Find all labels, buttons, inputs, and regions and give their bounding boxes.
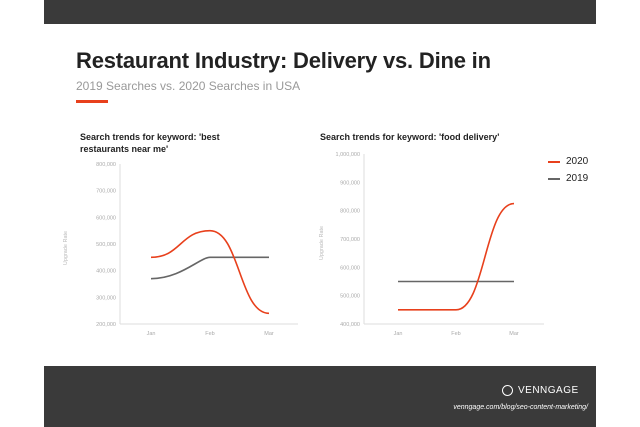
chart-1-ytick-label: 800,000 <box>96 162 116 168</box>
chart-1-title: Search trends for keyword: 'best restaur… <box>80 132 220 154</box>
chart-1-series-2019 <box>150 256 269 280</box>
chart-1-ytick-label: 700,000 <box>96 189 116 195</box>
chart-2-title: Search trends for keyword: 'food deliver… <box>320 132 500 142</box>
legend-item-2020: 2020 <box>548 156 588 167</box>
chart-2-xtick-label: Jan <box>394 331 403 337</box>
source-url[interactable]: venngage.com/blog/seo-content-marketing/ <box>453 404 588 411</box>
venngage-logo-icon <box>502 385 513 396</box>
chart-2-ytick-label: 700,000 <box>340 237 360 243</box>
chart-2-y-axis-label: Upgrade Rate <box>319 226 325 260</box>
chart-2-ytick-label: 1,000,000 <box>336 152 360 158</box>
title-accent-line <box>76 100 108 103</box>
page-subtitle: 2019 Searches vs. 2020 Searches in USA <box>76 79 301 93</box>
chart-1-series-2020 <box>150 229 270 315</box>
chart-1-xtick-label: Jan <box>147 331 156 337</box>
chart-1-xtick-label: Feb <box>205 331 214 337</box>
chart-2-ytick-label: 500,000 <box>340 294 360 300</box>
legend-swatch-2019 <box>548 177 560 180</box>
legend-label-2020: 2020 <box>566 156 589 167</box>
chart-1-ytick-label: 200,000 <box>96 322 116 328</box>
chart-2-series-2020 <box>397 202 515 311</box>
brand-logo: VENNGAGE <box>502 385 579 396</box>
chart-1-y-axis-label: Upgrade Rate <box>63 231 69 265</box>
legend-label-2019: 2019 <box>566 173 589 184</box>
legend-swatch-2020 <box>548 160 560 163</box>
chart-2-ytick-label: 400,000 <box>340 322 360 328</box>
legend-item-2019: 2019 <box>548 173 588 184</box>
page-title: Restaurant Industry: Delivery vs. Dine i… <box>76 48 491 73</box>
chart-1-ytick-label: 600,000 <box>96 215 116 221</box>
footer-bar <box>44 366 596 427</box>
chart-2-xtick-label: Feb <box>451 331 460 337</box>
chart-2-xtick-label: Mar <box>509 331 519 337</box>
chart-1-xtick-label: Mar <box>264 331 274 337</box>
chart-1-ytick-label: 500,000 <box>96 242 116 248</box>
chart-2-ytick-label: 800,000 <box>340 209 360 215</box>
chart-1-ytick-label: 300,000 <box>96 295 116 301</box>
brand-name: VENNGAGE <box>518 385 579 396</box>
chart-2-ytick-label: 600,000 <box>340 265 360 271</box>
top-bar <box>44 0 596 24</box>
chart-1-ytick-label: 400,000 <box>96 269 116 275</box>
chart-2-ytick-label: 900,000 <box>340 180 360 186</box>
